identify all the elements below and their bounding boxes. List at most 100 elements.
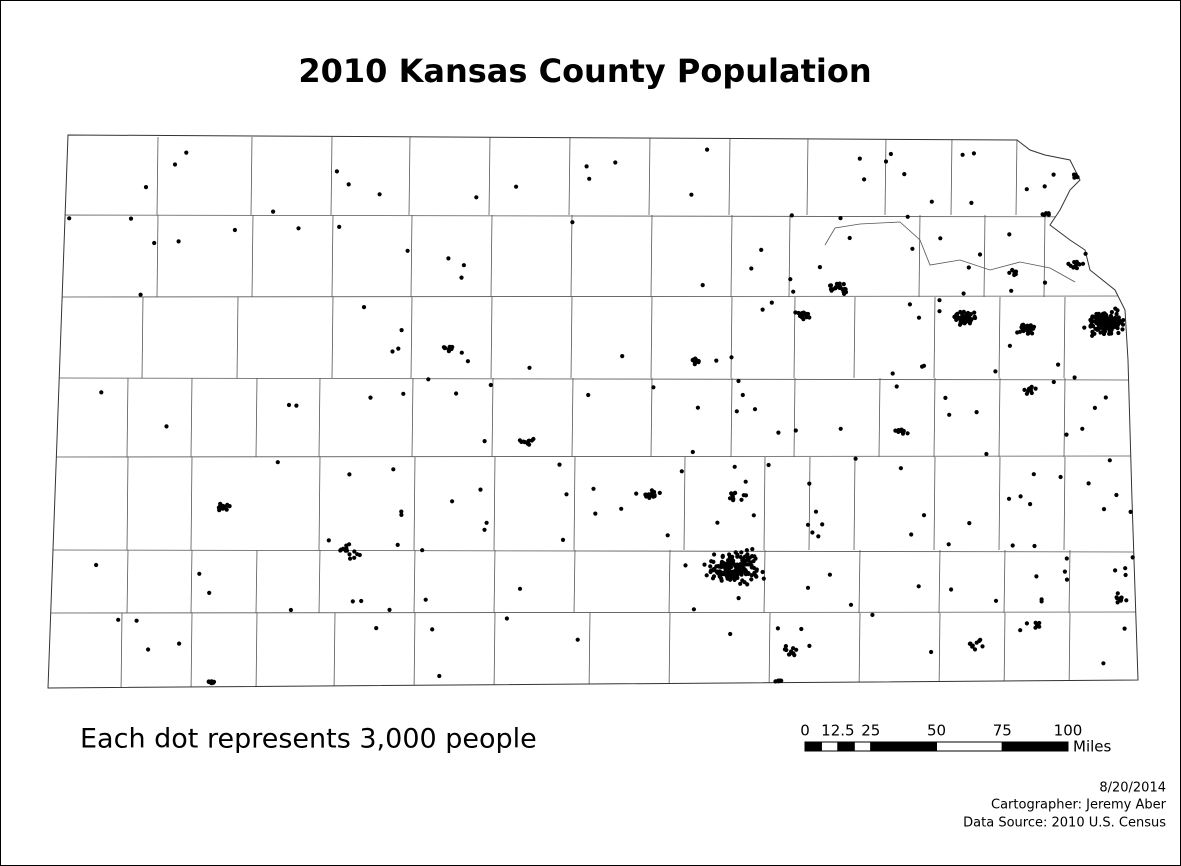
population-dot bbox=[1042, 184, 1047, 189]
population-dot bbox=[613, 160, 618, 165]
population-dot bbox=[587, 176, 592, 181]
population-dot bbox=[759, 247, 764, 252]
population-dot bbox=[1080, 261, 1086, 266]
population-dot bbox=[833, 286, 838, 291]
population-dot bbox=[749, 577, 754, 582]
population-dot bbox=[525, 441, 530, 446]
population-dot bbox=[961, 291, 966, 296]
population-dot bbox=[1116, 330, 1121, 336]
county-line bbox=[490, 214, 493, 298]
county-line bbox=[853, 456, 856, 551]
population-dot bbox=[739, 497, 744, 502]
population-dot bbox=[1107, 331, 1112, 336]
population-dot bbox=[838, 426, 843, 431]
population-dot bbox=[971, 151, 977, 156]
population-dot bbox=[791, 646, 796, 651]
county-line bbox=[1015, 136, 1018, 216]
county-line bbox=[48, 377, 1138, 381]
credit-source: Data Source: 2010 U.S. Census bbox=[963, 816, 1166, 831]
population-dot bbox=[1031, 324, 1037, 329]
population-dot bbox=[399, 328, 404, 333]
county-line bbox=[48, 549, 1138, 553]
population-dot bbox=[743, 479, 748, 484]
population-dot bbox=[1037, 624, 1042, 629]
population-dot bbox=[805, 585, 811, 590]
population-dot bbox=[197, 571, 202, 576]
population-dot bbox=[807, 643, 812, 649]
population-dot bbox=[857, 156, 862, 161]
population-dot bbox=[1080, 426, 1085, 431]
population-dot bbox=[966, 265, 971, 270]
population-dot bbox=[586, 392, 591, 398]
county-line bbox=[255, 549, 258, 614]
population-dot bbox=[943, 395, 948, 400]
population-dot bbox=[893, 428, 898, 433]
population-dot bbox=[883, 159, 889, 164]
population-dot bbox=[947, 412, 952, 417]
population-dot bbox=[361, 305, 367, 310]
population-dot bbox=[1064, 432, 1069, 437]
population-dot bbox=[793, 310, 798, 315]
population-dot bbox=[739, 572, 744, 577]
population-dot bbox=[736, 563, 741, 568]
population-dot bbox=[517, 586, 523, 591]
population-dot bbox=[745, 582, 750, 587]
population-dot bbox=[1103, 395, 1108, 400]
population-dot bbox=[972, 310, 977, 315]
county-line bbox=[933, 456, 936, 551]
population-dot bbox=[326, 538, 331, 543]
population-dot bbox=[834, 281, 840, 286]
population-dot bbox=[977, 638, 982, 644]
county-line bbox=[126, 549, 129, 614]
county-line bbox=[650, 296, 653, 379]
scale-segment bbox=[804, 741, 822, 752]
population-dot bbox=[1115, 591, 1120, 596]
population-dot bbox=[575, 637, 580, 642]
population-dot bbox=[390, 349, 395, 354]
population-dot bbox=[937, 309, 942, 314]
population-dot bbox=[430, 627, 435, 632]
population-dot bbox=[1094, 317, 1099, 323]
county-line bbox=[330, 136, 333, 216]
population-dot bbox=[749, 266, 754, 271]
population-dot bbox=[1121, 318, 1126, 323]
population-dot bbox=[1006, 496, 1012, 501]
population-dot bbox=[946, 542, 951, 547]
population-dot bbox=[347, 472, 352, 477]
population-dot bbox=[344, 543, 349, 548]
population-dot bbox=[570, 220, 575, 225]
population-dot bbox=[352, 555, 357, 560]
county-line bbox=[190, 377, 193, 458]
population-dot bbox=[704, 573, 709, 578]
population-dot bbox=[977, 252, 983, 257]
population-dot bbox=[504, 616, 509, 621]
population-dot bbox=[94, 562, 99, 568]
county-line bbox=[998, 377, 1001, 458]
population-dot bbox=[1122, 626, 1127, 631]
population-dot bbox=[828, 287, 834, 292]
population-dot bbox=[794, 647, 799, 652]
population-dot bbox=[206, 679, 211, 685]
population-dot bbox=[634, 491, 639, 496]
county-line bbox=[763, 456, 766, 551]
population-dot bbox=[727, 552, 732, 557]
county-line bbox=[331, 214, 334, 298]
population-dot bbox=[692, 357, 698, 362]
population-dot bbox=[1010, 543, 1015, 548]
population-dot bbox=[1114, 311, 1119, 317]
population-dot bbox=[446, 256, 451, 261]
population-dot bbox=[740, 578, 745, 583]
population-dot bbox=[719, 572, 724, 577]
county-line bbox=[413, 549, 416, 614]
county-line bbox=[411, 377, 414, 458]
population-dot bbox=[1072, 375, 1077, 380]
county-line bbox=[126, 377, 129, 458]
population-dot bbox=[731, 496, 736, 501]
population-dot bbox=[437, 673, 442, 679]
population-dot bbox=[920, 364, 925, 369]
population-dot bbox=[784, 647, 789, 653]
population-dot bbox=[564, 492, 569, 497]
county-line bbox=[998, 456, 1001, 551]
county-line bbox=[806, 136, 809, 216]
